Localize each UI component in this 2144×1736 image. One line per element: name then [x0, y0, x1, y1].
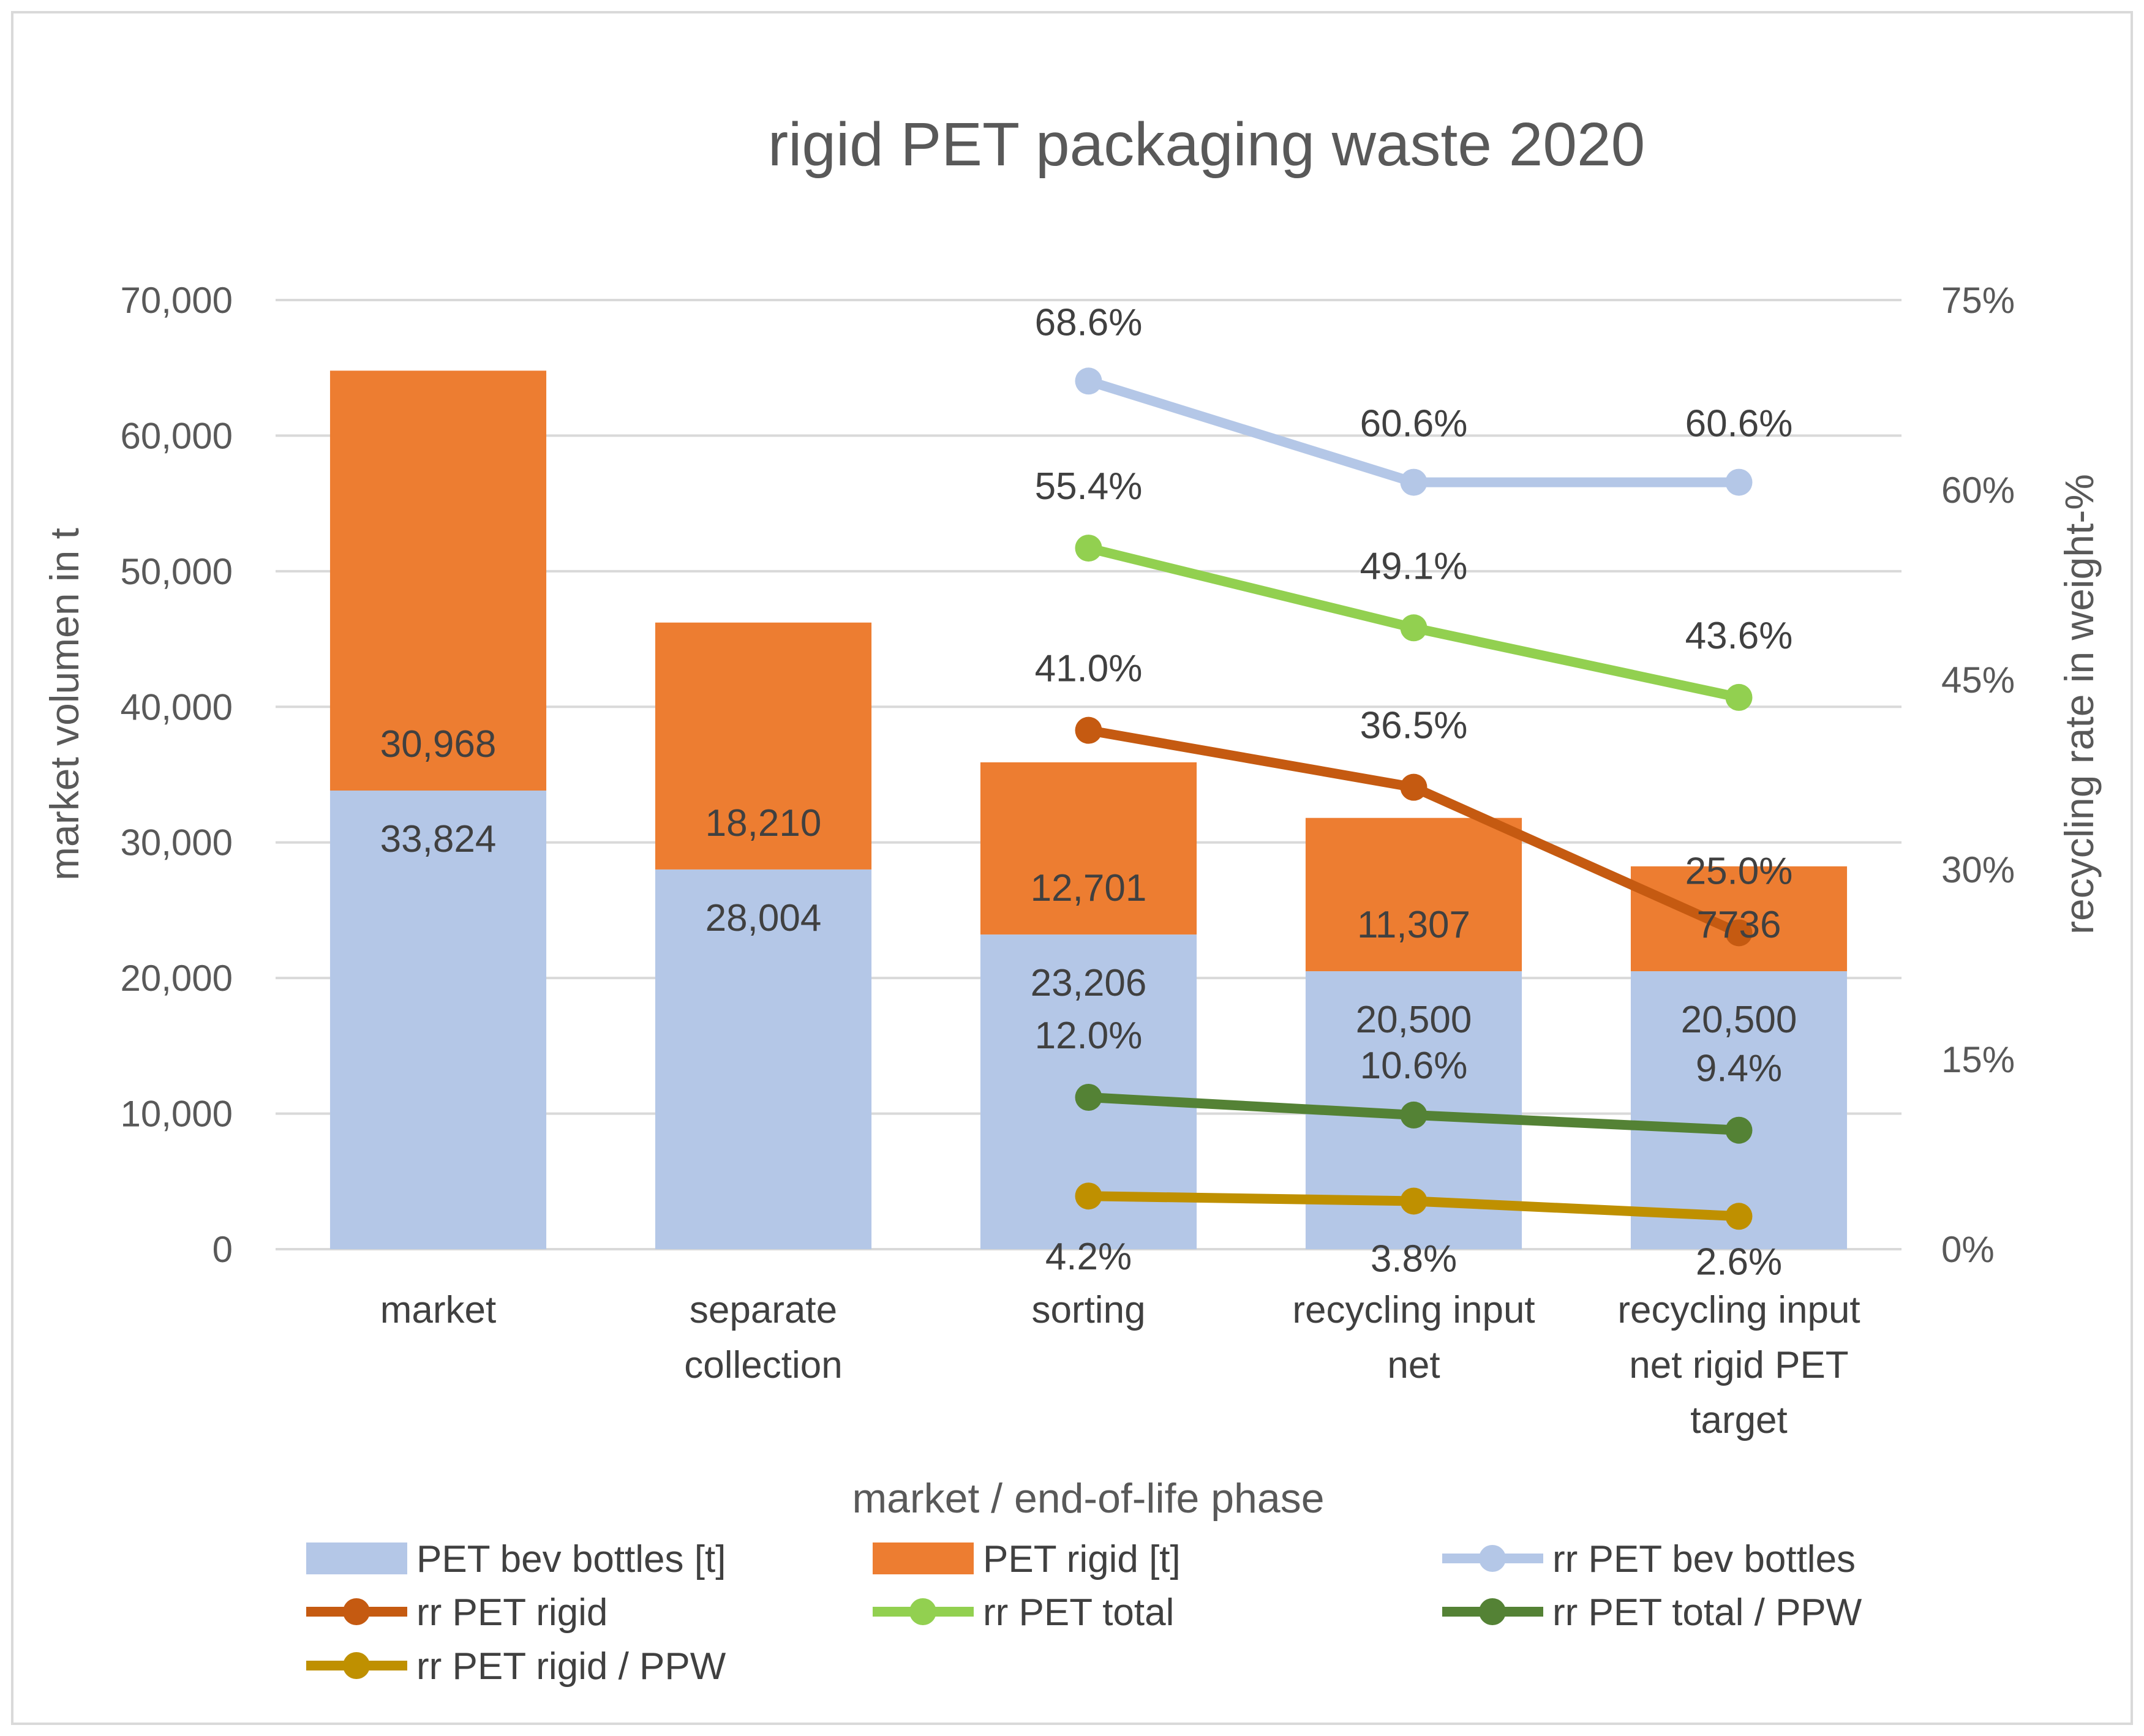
legend-label: rr PET rigid [416, 1591, 607, 1634]
bar-value-label: 33,824 [380, 818, 497, 860]
legend-marker [1479, 1598, 1506, 1625]
line-value-label: 68.6% [1035, 301, 1143, 344]
x-tick-label: net rigid PET [1629, 1344, 1848, 1386]
line-marker [1725, 919, 1753, 947]
bar-pet-rigid [655, 622, 872, 870]
y-tick-label: 30,000 [120, 822, 233, 863]
line-value-label: 2.6% [1696, 1241, 1782, 1283]
y2-axis-label: recycling rate in weight-% [2056, 474, 2102, 934]
line-value-label: 43.6% [1685, 615, 1793, 657]
line-marker [1075, 1084, 1102, 1111]
x-tick-label: recycling input [1292, 1289, 1535, 1331]
bar-value-label: 12,701 [1031, 867, 1147, 909]
line-value-label: 36.5% [1360, 705, 1468, 747]
y-tick-label: 70,000 [120, 280, 233, 321]
bar-value-label: 23,206 [1031, 962, 1147, 1004]
x-tick-label: separate [690, 1289, 837, 1331]
line-marker [1725, 1203, 1753, 1230]
bar-pet-rigid [329, 370, 547, 791]
x-tick-label: sorting [1031, 1289, 1145, 1331]
line-marker [1400, 773, 1427, 801]
line-value-label: 55.4% [1035, 465, 1143, 508]
data-labels: 33,824 30,968 28,004 18,210 23,206 12,701 20,5… [380, 301, 1797, 1283]
line-marker [1400, 1187, 1427, 1215]
bar-pet-rigid [980, 762, 1197, 935]
line-value-label: 3.8% [1371, 1238, 1457, 1280]
bar-value-label: 20,500 [1356, 999, 1472, 1041]
x-tick-label: collection [684, 1344, 842, 1386]
legend-label: PET rigid [t] [983, 1538, 1181, 1580]
line-marker [1725, 468, 1753, 496]
x-tick-label: recycling input [1617, 1289, 1860, 1331]
bar-value-label: 7736 [1697, 904, 1781, 946]
line-value-label: 60.6% [1685, 403, 1793, 445]
y-tick-label: 20,000 [120, 958, 233, 999]
axes: 0 10,000 20,000 30,000 40,000 50,000 60,000 70,… [120, 280, 2015, 1441]
bar-value-label: 11,307 [1357, 904, 1470, 946]
x-tick-label: target [1690, 1399, 1788, 1441]
line-marker [1400, 614, 1427, 642]
legend-marker [343, 1598, 370, 1625]
legend-marker [909, 1598, 936, 1625]
line-marker [1075, 1182, 1102, 1210]
legend-label: rr PET total / PPW [1552, 1591, 1862, 1634]
x-axis-label: market / end-of-life phase [852, 1475, 1324, 1522]
bar-pet-bev-bottles [329, 791, 547, 1249]
y2-tick-label: 15% [1941, 1039, 2015, 1080]
y-axis-label: market volumen in t [42, 528, 87, 881]
bar-value-label: 30,968 [380, 723, 497, 765]
legend-marker [1479, 1545, 1506, 1572]
y2-tick-label: 30% [1941, 849, 2015, 890]
line-value-label: 49.1% [1360, 545, 1468, 587]
legend-swatch [873, 1542, 974, 1574]
line-marker [1075, 535, 1102, 562]
y-tick-label: 0 [213, 1229, 233, 1270]
y2-tick-label: 45% [1941, 659, 2015, 701]
legend-swatch [306, 1542, 407, 1574]
legend-label: PET bev bottles [t] [416, 1538, 726, 1580]
legend-label: rr PET total [983, 1591, 1174, 1634]
bar-pet-rigid [1305, 817, 1522, 972]
x-tick-label: market [380, 1289, 496, 1331]
y-tick-label: 10,000 [120, 1094, 233, 1135]
line-value-label: 12.0% [1035, 1015, 1143, 1057]
line-value-label: 60.6% [1360, 403, 1468, 445]
line-value-label: 10.6% [1360, 1045, 1468, 1087]
line-marker [1400, 1101, 1427, 1129]
line-marker [1725, 1116, 1753, 1144]
legend-label: rr PET rigid / PPW [416, 1645, 726, 1688]
x-tick-label: net [1387, 1344, 1440, 1386]
legend-marker [343, 1652, 370, 1679]
line-value-label: 41.0% [1035, 648, 1143, 690]
line-value-label: 4.2% [1045, 1236, 1132, 1278]
bars [329, 370, 1848, 1249]
line-marker [1075, 367, 1102, 395]
y2-tick-label: 60% [1941, 470, 2015, 511]
line-marker [1075, 716, 1102, 744]
y-tick-label: 50,000 [120, 551, 233, 592]
line-value-label: 25.0% [1685, 850, 1793, 892]
bar-pet-rigid [1630, 866, 1848, 972]
bar-value-label: 18,210 [705, 802, 822, 844]
legend: PET bev bottles [t] PET rigid [t] rr PET b… [306, 1538, 1862, 1688]
line-value-label: 9.4% [1696, 1048, 1782, 1090]
chart-title: rigid PET packaging waste 2020 [768, 110, 1645, 179]
bar-value-label: 20,500 [1681, 999, 1797, 1041]
bar-pet-bev-bottles [655, 869, 872, 1249]
bar-value-label: 28,004 [705, 897, 822, 939]
y2-tick-label: 0% [1941, 1229, 1995, 1270]
line-marker [1725, 683, 1753, 711]
line-marker [1400, 468, 1427, 496]
gridlines [276, 299, 1901, 1250]
y2-tick-label: 75% [1941, 280, 2015, 321]
lines [1075, 367, 1753, 1230]
y-tick-label: 40,000 [120, 686, 233, 727]
legend-label: rr PET bev bottles [1552, 1538, 1856, 1580]
y-tick-label: 60,000 [120, 415, 233, 456]
